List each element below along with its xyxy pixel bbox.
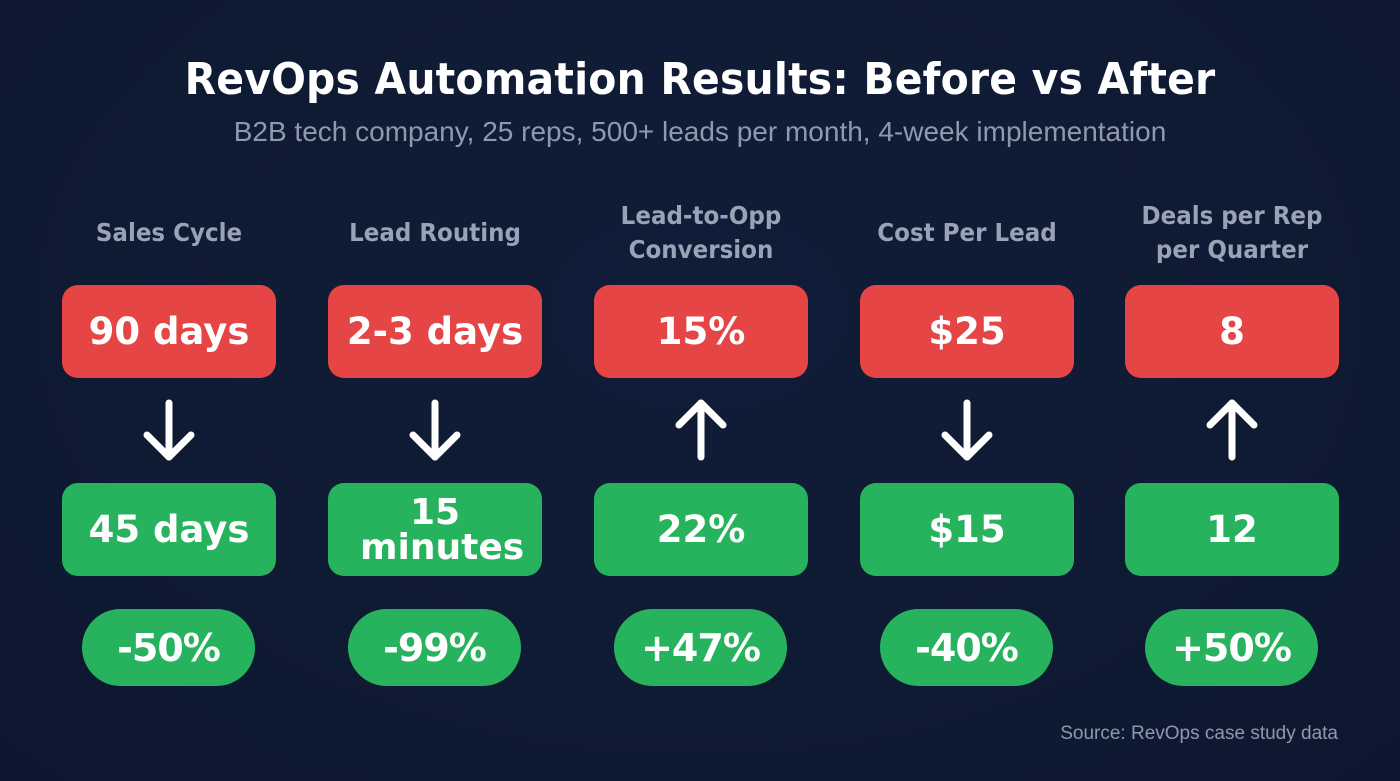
metric-label: Lead Routing	[349, 218, 521, 247]
metric-column-cost-per-lead: Cost Per Lead $25 $15 -40%	[860, 195, 1074, 695]
metric-label: Lead-to-Opp Conversion	[575, 195, 827, 271]
before-value-box: 2-3 days	[328, 285, 542, 378]
arrow-up-icon	[675, 399, 727, 461]
before-value-box: 8	[1125, 285, 1339, 378]
arrow-up-icon	[1206, 399, 1258, 461]
page-subtitle: B2B tech company, 25 reps, 500+ leads pe…	[233, 116, 1167, 147]
metric-label-text: Deals per Rep per Quarter	[1141, 201, 1323, 264]
before-value-box: 90 days	[62, 285, 276, 378]
metric-column-lead-routing: Lead Routing 2-3 days 15 minutes -99%	[328, 195, 542, 695]
before-value-box: 15%	[594, 285, 808, 378]
arrow-down-icon	[143, 399, 195, 461]
arrow-down-icon	[409, 399, 461, 461]
metric-column-lead-to-opp-conversion: Lead-to-Opp Conversion 15% 22% +47%	[594, 195, 808, 695]
change-badge: -99%	[348, 609, 521, 686]
metric-label: Cost Per Lead	[877, 218, 1057, 247]
after-value-box: 12	[1125, 483, 1339, 576]
metric-label-text: Lead-to-Opp Conversion	[620, 201, 782, 264]
change-badge: +50%	[1145, 609, 1318, 686]
after-value-box: $15	[860, 483, 1074, 576]
change-badge: -40%	[880, 609, 1053, 686]
change-badge: +47%	[614, 609, 787, 686]
after-value-box: 22%	[594, 483, 808, 576]
metric-label: Deals per Rep per Quarter	[1106, 195, 1358, 271]
arrow-down-icon	[941, 399, 993, 461]
metric-column-deals-per-rep: Deals per Rep per Quarter 8 12 +50%	[1125, 195, 1339, 695]
after-value-text: 15 minutes	[360, 491, 525, 568]
after-value-box: 15 minutes	[328, 483, 542, 576]
metric-label: Sales Cycle	[95, 218, 243, 247]
metric-column-sales-cycle: Sales Cycle 90 days 45 days -50%	[62, 195, 276, 695]
change-badge: -50%	[82, 609, 255, 686]
after-value-box: 45 days	[62, 483, 276, 576]
before-value-box: $25	[860, 285, 1074, 378]
page-title: RevOps Automation Results: Before vs Aft…	[184, 54, 1216, 105]
source-note: Source: RevOps case study data	[1060, 723, 1338, 744]
